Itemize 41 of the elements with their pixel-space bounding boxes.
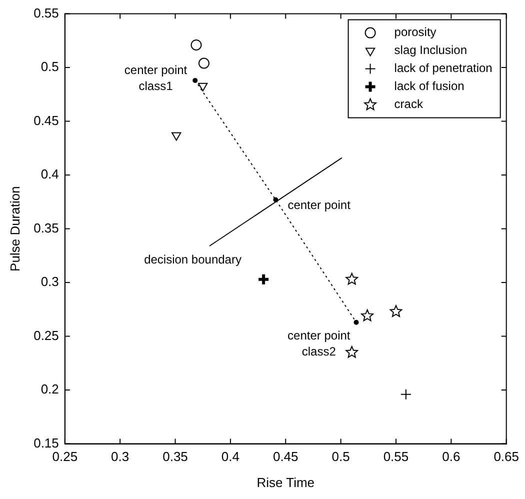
point — [198, 82, 208, 92]
point — [190, 39, 202, 50]
legend-label: lack of fusion — [394, 79, 464, 94]
y-tick-label: 0.4 — [40, 166, 59, 182]
point — [390, 305, 402, 317]
x-tick-label: 0.6 — [442, 449, 460, 464]
point — [172, 132, 182, 141]
y-tick-label: 0.25 — [34, 328, 59, 343]
legend-label: lack of penetration — [394, 61, 492, 76]
x-axis-title: Rise Time — [256, 474, 315, 490]
x-tick-label: 0.4 — [221, 449, 240, 464]
point — [346, 346, 358, 358]
point — [354, 320, 359, 325]
x-tick-label: 0.55 — [383, 449, 409, 464]
x-tick-label: 0.65 — [494, 449, 520, 464]
point — [192, 78, 198, 83]
annotation: center point — [288, 198, 352, 212]
legend-label: porosity — [394, 25, 436, 40]
x-tick-label: 0.35 — [162, 449, 188, 464]
x-tick-label: 0.25 — [52, 449, 78, 464]
y-tick-label: 0.45 — [34, 112, 59, 128]
y-tick-label: 0.5 — [40, 59, 59, 74]
y-tick-label: 0.35 — [34, 220, 59, 236]
y-tick-label: 0.2 — [40, 382, 59, 397]
y-tick-label: 0.3 — [40, 274, 59, 290]
x-tick-label: 0.45 — [272, 449, 298, 464]
x-tick-label: 0.5 — [332, 449, 350, 464]
point — [346, 272, 358, 285]
point — [273, 197, 278, 202]
legend-label: slag Inclusion — [394, 43, 468, 58]
x-tick-label: 0.3 — [111, 449, 130, 464]
y-tick-label: 0.15 — [34, 435, 59, 450]
point — [257, 272, 270, 286]
annotation: center point class1 — [124, 62, 188, 93]
legend-label: crack — [394, 97, 424, 112]
y-tick-label: 0.55 — [34, 5, 59, 20]
y-axis-title: Pulse Duration — [7, 186, 22, 272]
annotation: decision boundary — [144, 252, 242, 266]
point — [198, 58, 210, 69]
point — [361, 309, 374, 322]
annotation: center point class2 — [288, 328, 351, 359]
